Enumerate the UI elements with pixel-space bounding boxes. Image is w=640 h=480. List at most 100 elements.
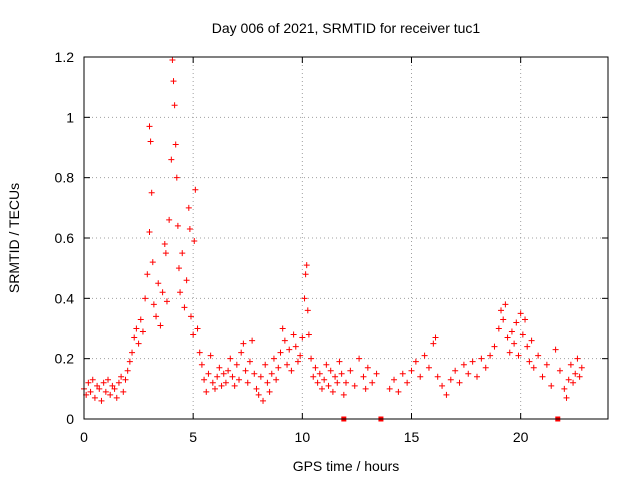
data-point [491, 343, 498, 350]
data-point [109, 382, 116, 389]
x-tick-label: 15 [404, 429, 420, 445]
data-point [183, 277, 190, 284]
data-point [187, 313, 194, 320]
data-point [277, 349, 284, 356]
data-point [163, 298, 170, 305]
data-point [115, 379, 122, 386]
data-point [530, 364, 537, 371]
data-point [356, 355, 363, 362]
data-point [185, 204, 192, 211]
data-point [456, 379, 463, 386]
data-point [310, 373, 317, 380]
data-point [478, 355, 485, 362]
y-tick-label: 0 [66, 411, 74, 427]
data-point [548, 382, 555, 389]
data-point [506, 349, 513, 356]
data-point [246, 358, 253, 365]
data-point [511, 340, 518, 347]
data-point [270, 355, 277, 362]
y-tick-label: 0.8 [55, 170, 75, 186]
data-point [161, 241, 168, 248]
data-point [288, 367, 295, 374]
data-point [417, 373, 424, 380]
data-point [552, 346, 559, 353]
data-point [504, 334, 511, 341]
data-point [556, 367, 563, 374]
data-point [304, 307, 311, 314]
y-tick-label: 0.2 [55, 351, 75, 367]
data-point [275, 364, 282, 371]
data-point [294, 358, 301, 365]
data-point [273, 376, 280, 383]
data-point [465, 370, 472, 377]
data-point [565, 376, 572, 383]
data-point [172, 141, 179, 148]
y-tick-label: 0.6 [55, 230, 75, 246]
data-point [334, 379, 341, 386]
data-point [147, 138, 154, 145]
data-point [137, 316, 144, 323]
data-point [502, 301, 509, 308]
data-point [281, 337, 288, 344]
data-point [312, 364, 319, 371]
data-point [332, 373, 339, 380]
data-point [567, 361, 574, 368]
data-point [220, 370, 227, 377]
data-point [460, 361, 467, 368]
data-point [173, 174, 180, 181]
data-point [421, 352, 428, 359]
data-point [207, 352, 214, 359]
data-point [408, 367, 415, 374]
data-point [87, 388, 94, 395]
data-point [308, 355, 315, 362]
chart-title: Day 006 of 2021, SRMTID for receiver tuc… [212, 20, 481, 36]
data-point [255, 391, 262, 398]
data-point [338, 370, 345, 377]
data-point [292, 343, 299, 350]
data-point [225, 367, 232, 374]
data-point [222, 379, 229, 386]
data-point [251, 370, 258, 377]
plot-frame [83, 56, 609, 420]
data-point [168, 156, 175, 163]
data-point [181, 304, 188, 311]
data-point [227, 355, 234, 362]
data-point [362, 385, 369, 392]
y-tick-label: 0.4 [55, 290, 75, 306]
data-point [284, 361, 291, 368]
data-point [297, 352, 304, 359]
data-point [535, 352, 542, 359]
data-point [139, 328, 146, 335]
data-point [574, 355, 581, 362]
data-point [142, 295, 149, 302]
data-point [329, 388, 336, 395]
data-point [105, 376, 112, 383]
data-point [177, 289, 184, 296]
data-point [209, 379, 216, 386]
data-point [216, 364, 223, 371]
ticks: 0 0.2 0.4 0.6 0.8 1 1.2 0 5 10 15 20 [55, 49, 608, 445]
data-point [323, 361, 330, 368]
data-point [260, 397, 267, 404]
data-point [98, 397, 105, 404]
data-point [517, 310, 524, 317]
data-point [169, 57, 176, 64]
data-point [162, 250, 169, 257]
data-point [244, 379, 251, 386]
data-point [373, 370, 380, 377]
data-point [404, 379, 411, 386]
data-point [159, 289, 166, 296]
data-point [214, 373, 221, 380]
data-point [179, 250, 186, 257]
data-point [85, 379, 92, 386]
data-point [434, 373, 441, 380]
data-point [495, 325, 502, 332]
data-point [302, 271, 309, 278]
data-point [240, 340, 247, 347]
data-point [238, 349, 245, 356]
data-point [102, 388, 109, 395]
data-point [316, 370, 323, 377]
data-point [157, 322, 164, 329]
data-point [399, 370, 406, 377]
data-point [212, 385, 218, 392]
